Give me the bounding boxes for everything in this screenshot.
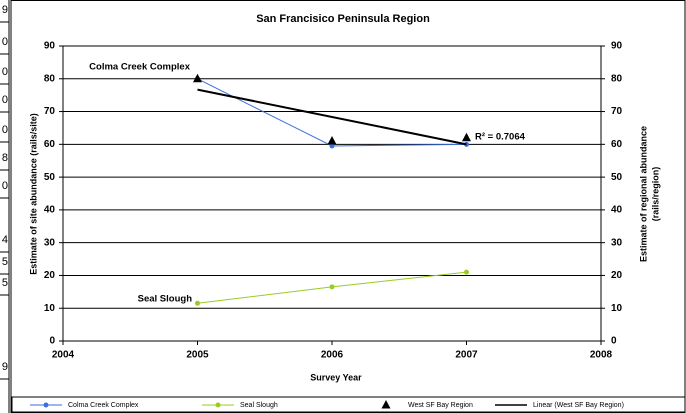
side-cell-text: 4 bbox=[2, 234, 8, 246]
legend-marker bbox=[215, 402, 221, 408]
data-point bbox=[193, 73, 202, 83]
y-tick-label: 0 bbox=[49, 336, 55, 347]
y2-tick-label: 30 bbox=[611, 237, 623, 248]
side-cell-text: 0 bbox=[2, 66, 8, 78]
y-tick-label: 40 bbox=[44, 205, 56, 216]
legend-label: Colma Creek Complex bbox=[68, 402, 139, 409]
data-point bbox=[327, 136, 337, 145]
y2-tick-label: 80 bbox=[611, 73, 623, 84]
x-tick-label: 2006 bbox=[321, 350, 344, 361]
y-tick-label: 30 bbox=[44, 237, 56, 248]
x-axis-label: Survey Year bbox=[310, 372, 362, 382]
legend-label: West SF Bay Region bbox=[408, 402, 473, 409]
legend-box bbox=[11, 396, 686, 413]
y-tick-label: 70 bbox=[44, 106, 56, 117]
side-cell-text: 9 bbox=[2, 361, 8, 373]
side-cell-text: 8 bbox=[2, 152, 8, 164]
side-cell-text: 0 bbox=[2, 36, 8, 48]
data-point bbox=[329, 143, 335, 149]
side-cell-text: 5 bbox=[2, 277, 8, 289]
y2-tick-label: 60 bbox=[611, 139, 623, 150]
y2-tick-label: 70 bbox=[611, 106, 623, 117]
data-point bbox=[464, 269, 469, 275]
y-tick-label: 50 bbox=[44, 172, 56, 183]
chart-title: San Francisico Peninsula Region bbox=[256, 13, 430, 25]
data-point bbox=[329, 284, 335, 290]
y2-tick-label: 90 bbox=[611, 41, 623, 52]
x-tick-label: 2004 bbox=[52, 350, 75, 361]
side-cell-text: 5 bbox=[2, 256, 8, 268]
legend-marker bbox=[381, 400, 391, 409]
legend-marker bbox=[43, 402, 49, 408]
y2-tick-label: 50 bbox=[611, 172, 623, 183]
side-cell-text: 0 bbox=[2, 94, 8, 106]
annotation: R² = 0.7064 bbox=[475, 132, 526, 143]
side-cell-text: 9 bbox=[2, 4, 8, 16]
y-axis-label: Estimate of site abundance (rails/site) bbox=[28, 113, 38, 275]
y-tick-label: 10 bbox=[44, 303, 56, 314]
data-point bbox=[462, 132, 471, 142]
side-cell-text: 0 bbox=[2, 180, 8, 192]
y-tick-label: 60 bbox=[44, 139, 56, 150]
legend-label: Seal Slough bbox=[240, 402, 278, 409]
y2-axis-label: Estimate of regional abundance bbox=[638, 126, 648, 262]
x-tick-label: 2007 bbox=[455, 350, 478, 361]
y-tick-label: 20 bbox=[44, 270, 56, 281]
chart-frame bbox=[10, 0, 686, 413]
y-tick-label: 80 bbox=[44, 73, 56, 84]
y2-tick-label: 10 bbox=[611, 303, 623, 314]
y-tick-label: 90 bbox=[44, 41, 56, 52]
y2-tick-label: 0 bbox=[611, 336, 617, 347]
data-point bbox=[195, 300, 200, 306]
series-line bbox=[197, 88, 467, 146]
annotation: Colma Creek Complex bbox=[89, 62, 191, 73]
annotation: Seal Slough bbox=[138, 294, 193, 305]
x-tick-label: 2005 bbox=[186, 350, 209, 361]
y2-tick-label: 20 bbox=[611, 270, 623, 281]
y2-tick-label: 40 bbox=[611, 205, 623, 216]
side-cell-text: 0 bbox=[2, 124, 8, 136]
legend-label: Linear (West SF Bay Region) bbox=[533, 402, 624, 409]
y2-axis-label: (rails/region) bbox=[650, 167, 660, 222]
x-tick-label: 2008 bbox=[590, 350, 613, 361]
